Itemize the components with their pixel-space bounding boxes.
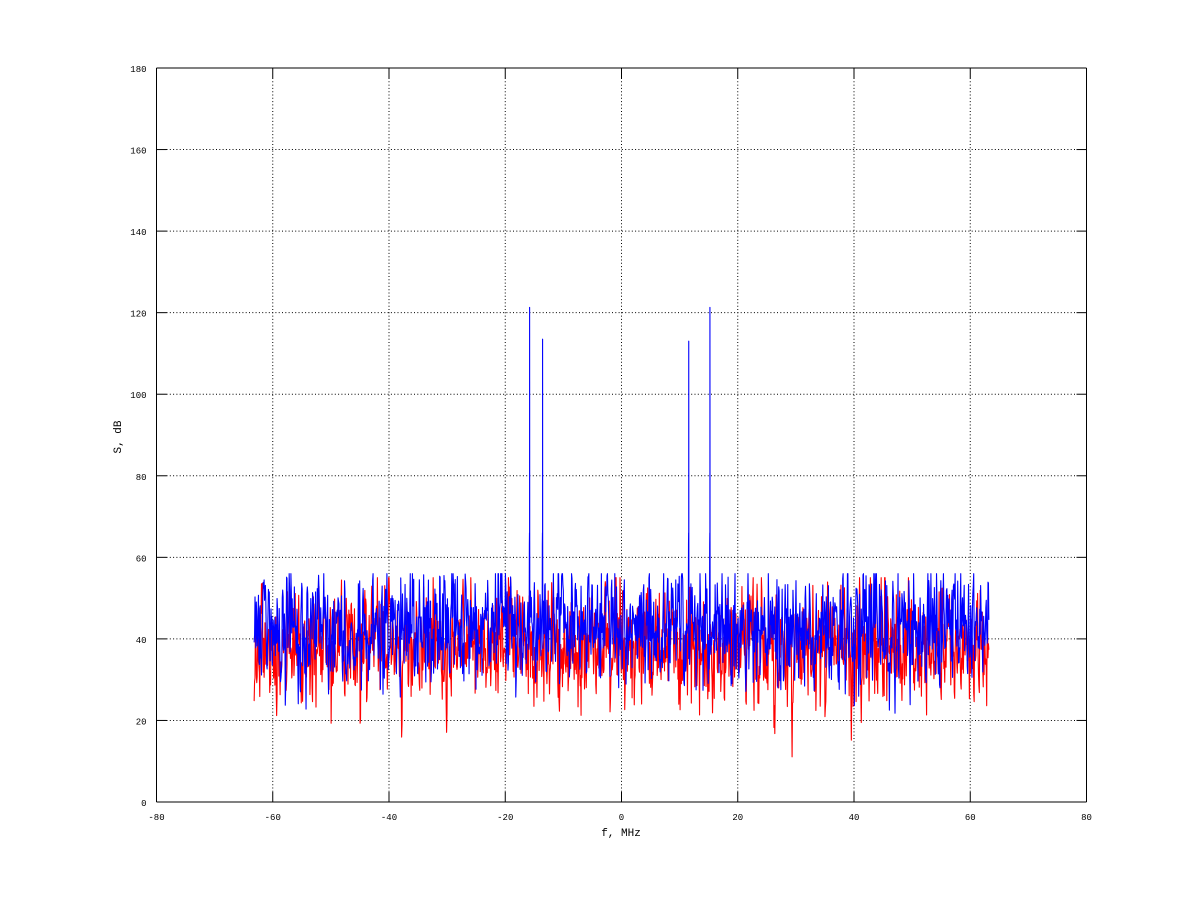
svg-text:40: 40 [136,636,147,646]
svg-text:160: 160 [130,147,146,157]
svg-text:-40: -40 [381,813,397,823]
svg-text:60: 60 [965,813,976,823]
svg-text:80: 80 [136,473,147,483]
svg-text:-60: -60 [265,813,281,823]
svg-text:60: 60 [136,554,147,564]
svg-text:20: 20 [732,813,743,823]
svg-text:120: 120 [130,310,146,320]
svg-text:40: 40 [849,813,860,823]
svg-text:-20: -20 [497,813,513,823]
svg-text:140: 140 [130,228,146,238]
svg-text:80: 80 [1081,813,1092,823]
svg-text:100: 100 [130,391,146,401]
svg-text:0: 0 [619,813,624,823]
svg-text:180: 180 [130,65,146,75]
svg-text:0: 0 [141,799,146,809]
svg-text:-80: -80 [148,813,164,823]
svg-text:20: 20 [136,717,147,727]
